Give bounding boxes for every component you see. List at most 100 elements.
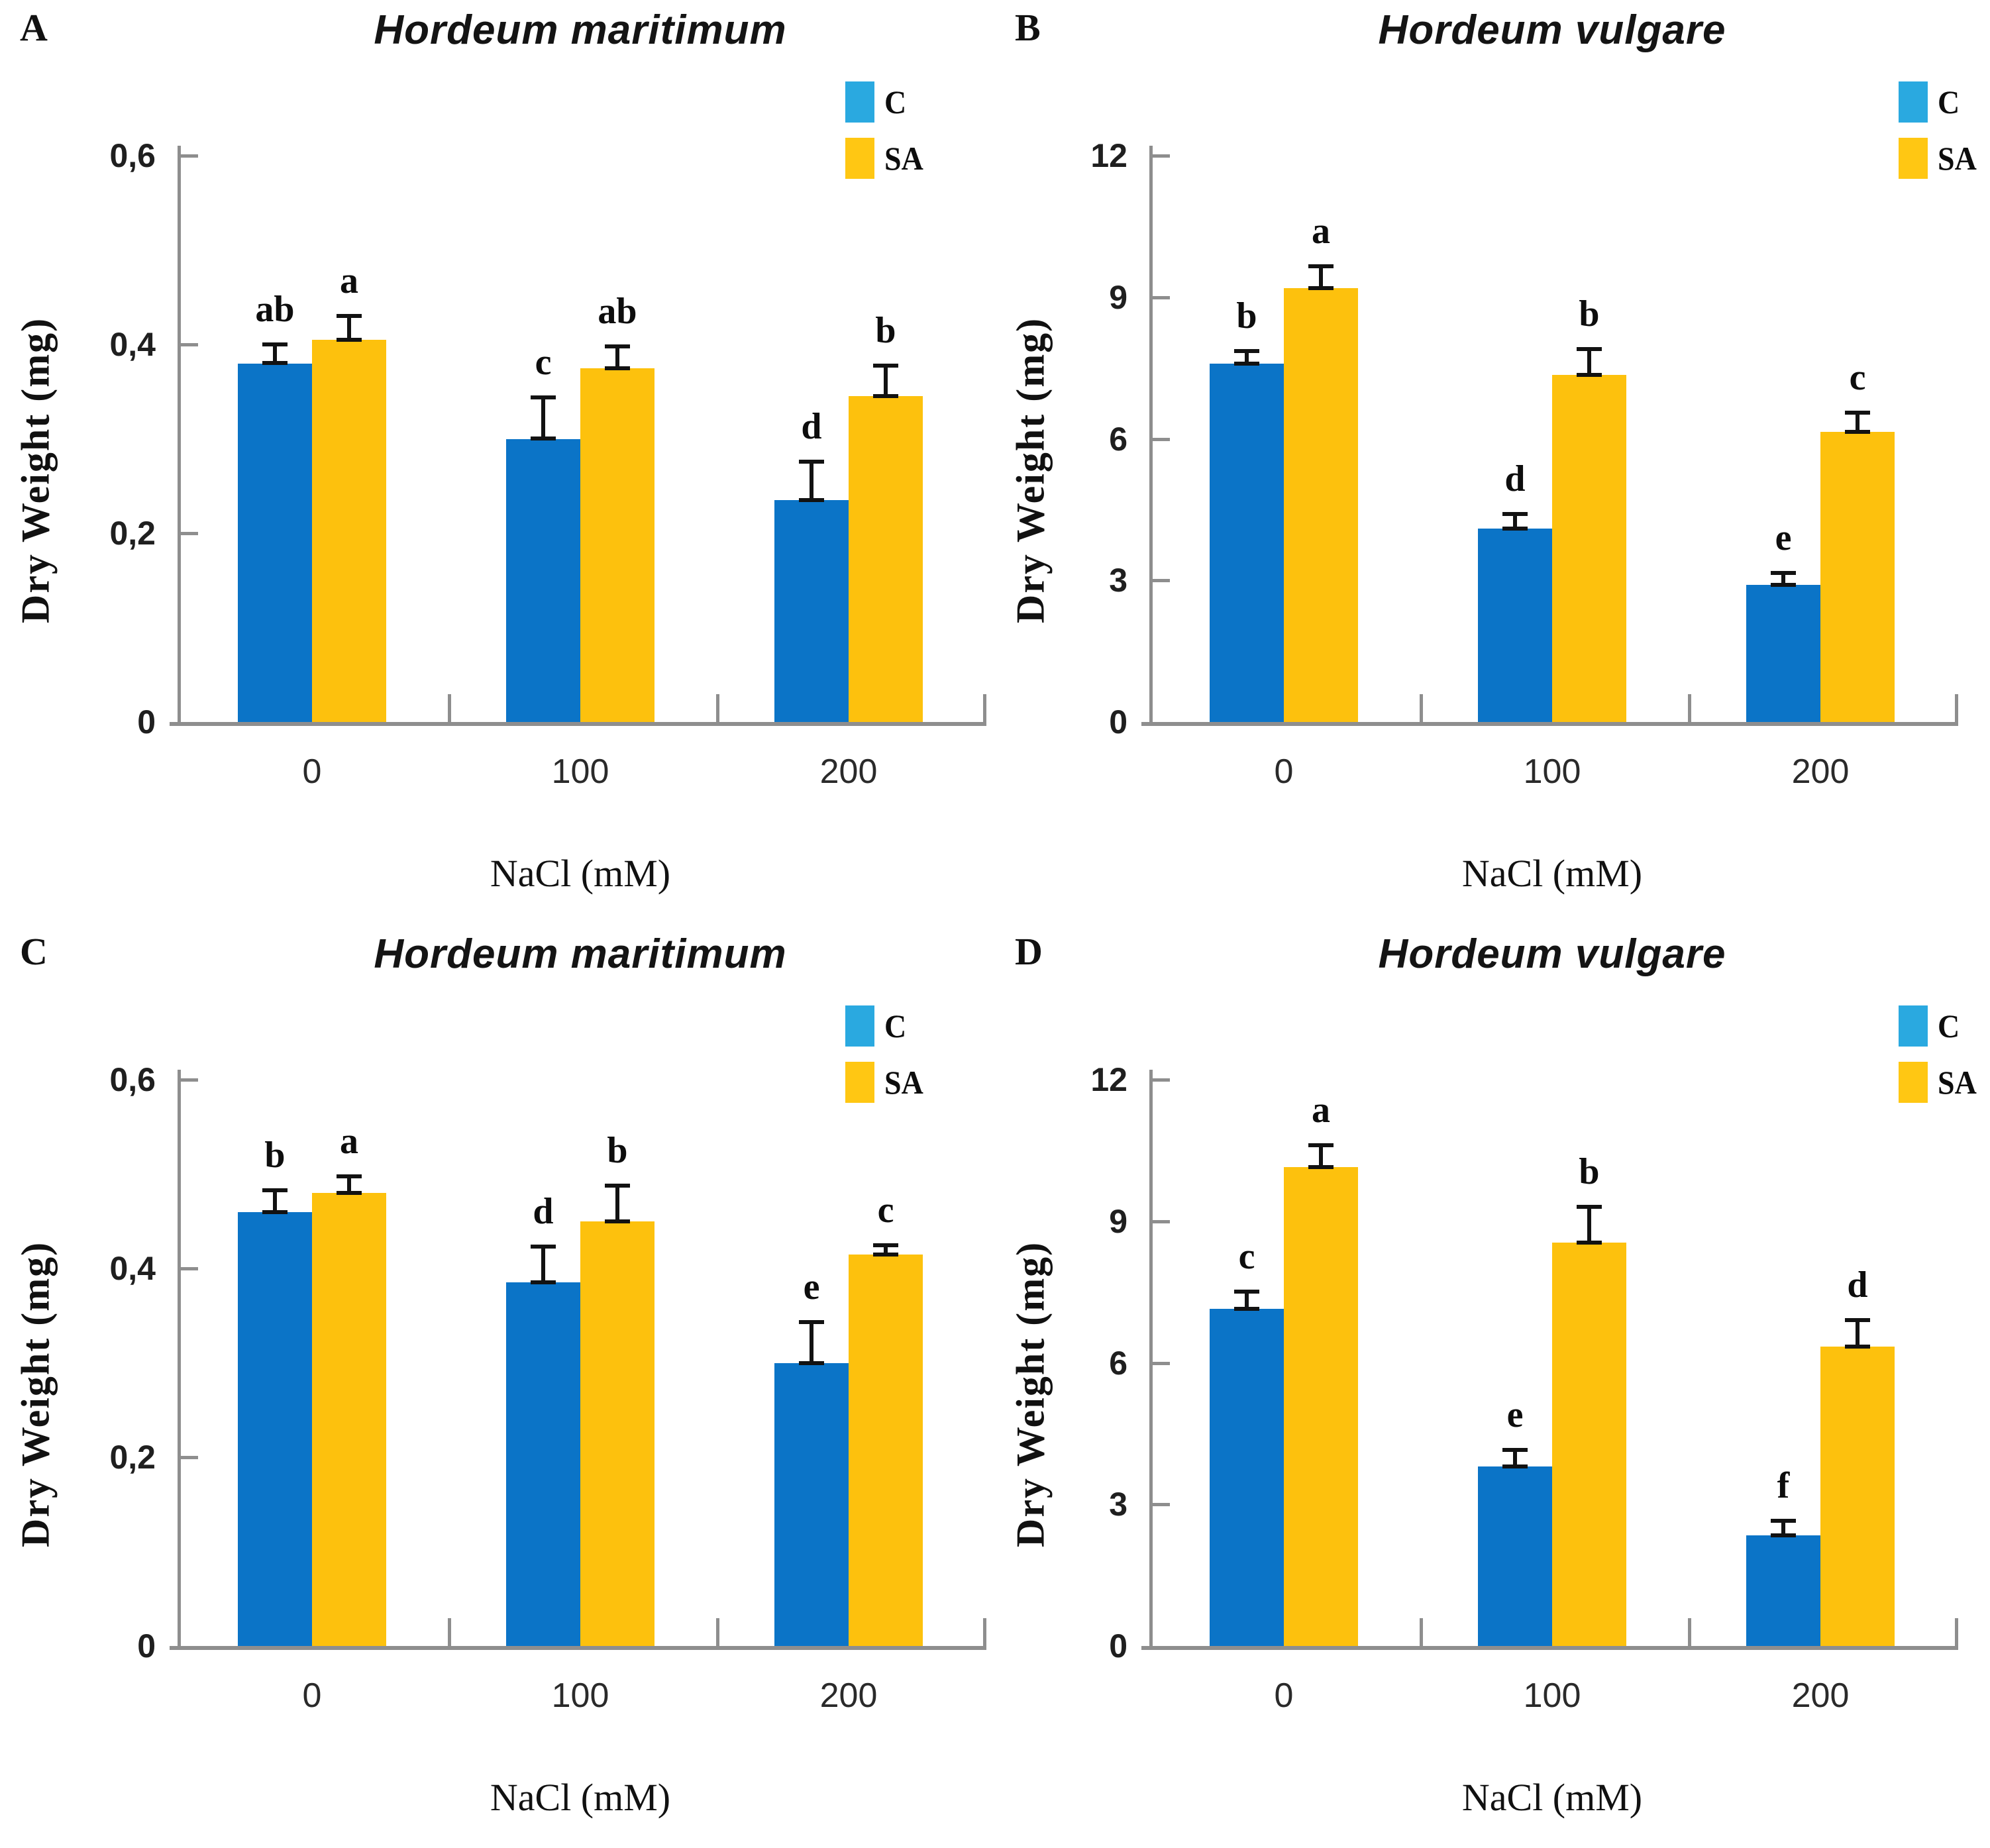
error-bar-c-nacl100	[1502, 511, 1528, 531]
error-bar-cap	[1234, 1290, 1259, 1294]
sig-letter-sa-nacl0: a	[340, 1120, 358, 1162]
y-tick	[1153, 437, 1170, 441]
error-bar-c-nacl0	[262, 1188, 288, 1214]
x-boundary-tick	[1688, 694, 1691, 722]
legend-item-c: C	[845, 81, 927, 123]
y-tick	[181, 1078, 198, 1082]
bar-sa-nacl0	[312, 339, 386, 722]
y-tick-label: 0,2	[109, 1439, 156, 1476]
error-bar-line	[1513, 511, 1517, 529]
y-tick	[1153, 579, 1170, 583]
error-bar-c-nacl100	[531, 395, 556, 441]
bar-c-nacl0	[1210, 1308, 1284, 1646]
error-bar-sa-nacl100	[1577, 1204, 1602, 1245]
legend: C SA	[845, 81, 927, 194]
panel-b: B Hordeum vulgare C SA Dry Weight (mg) 1…	[995, 0, 1990, 924]
sig-letter-sa-nacl0: a	[1312, 210, 1330, 252]
error-bar-cap	[1234, 1306, 1259, 1311]
bar-c-nacl100	[506, 1282, 580, 1646]
sig-letter-c-nacl100: e	[1506, 1394, 1524, 1435]
panel-d: D Hordeum vulgare C SA Dry Weight (mg) 1…	[995, 924, 1990, 1848]
y-tick	[181, 1456, 198, 1459]
error-bar-cap	[1771, 583, 1796, 588]
bar-c-nacl100	[1478, 528, 1552, 722]
panel-letter-c: C	[20, 930, 48, 973]
y-axis-title: Dry Weight (mg)	[13, 317, 58, 624]
legend: C SA	[1899, 1005, 1980, 1118]
error-bar-sa-nacl0	[337, 314, 362, 342]
error-bar-c-nacl200	[799, 1320, 824, 1365]
error-bar-line	[615, 1183, 619, 1221]
bar-c-nacl200	[1746, 1535, 1820, 1646]
error-bar-cap	[337, 1191, 362, 1195]
x-tick-label: 100	[551, 752, 609, 791]
y-tick-label: 0,2	[109, 515, 156, 552]
sig-letter-c-nacl200: e	[803, 1266, 820, 1308]
x-tick-label: 0	[1274, 752, 1294, 791]
panel-title: Hordeum maritimum	[374, 931, 787, 977]
error-bar-cap	[605, 344, 630, 348]
error-bar-sa-nacl0	[1308, 264, 1334, 290]
plot-area: 12 9 6 3 0 0 b a 100 d b 200 e c	[1090, 137, 1958, 791]
y-tick	[1153, 295, 1170, 299]
plot-area: 0,6 0,4 0,2 0 0 b a 100 d b 200 e c	[109, 1061, 986, 1715]
legend-swatch-sa	[1899, 1062, 1928, 1103]
legend: C SA	[1899, 81, 1980, 194]
axis-extension	[170, 1646, 181, 1650]
error-bar-sa-nacl200	[1845, 410, 1870, 434]
y-tick-label: 0	[137, 703, 156, 741]
bar-c-nacl200	[774, 1362, 849, 1646]
y-tick-label: 3	[1109, 1486, 1127, 1523]
y-tick	[1153, 1219, 1170, 1223]
x-tick-label: 200	[1791, 1676, 1850, 1715]
bar-sa-nacl200	[849, 396, 923, 722]
error-bar-sa-nacl100	[605, 344, 630, 370]
error-bar-cap	[605, 1219, 630, 1223]
y-tick-label: 9	[1109, 1202, 1127, 1240]
x-end-tick	[1955, 694, 1958, 722]
panel-letter-d: D	[1015, 930, 1043, 973]
legend-label-sa: SA	[1938, 140, 1977, 177]
error-bar-line	[1587, 1204, 1591, 1243]
y-tick-label: 12	[1090, 1061, 1127, 1098]
y-tick-label: 0,4	[109, 326, 156, 363]
legend-label-c: C	[1938, 1007, 1960, 1045]
sig-letter-sa-nacl200: c	[1849, 356, 1866, 398]
error-bar-c-nacl200	[1771, 571, 1796, 588]
bar-sa-nacl0	[1284, 1166, 1358, 1646]
error-bar-cap	[1577, 1204, 1602, 1209]
error-bar-c-nacl200	[799, 459, 824, 503]
error-bar-line	[615, 344, 619, 368]
legend-item-sa: SA	[845, 138, 927, 179]
error-bar-cap	[873, 1243, 898, 1247]
legend-label-sa: SA	[884, 140, 923, 177]
x-boundary-tick	[716, 694, 719, 722]
legend-item-sa: SA	[845, 1062, 927, 1103]
error-bar-cap	[1577, 373, 1602, 378]
error-bar-line	[1587, 346, 1591, 376]
legend-item-c: C	[845, 1005, 927, 1047]
bar-c-nacl200	[774, 500, 849, 722]
legend-item-sa: SA	[1899, 138, 1980, 179]
y-tick	[181, 1267, 198, 1270]
error-bar-sa-nacl0	[1308, 1143, 1334, 1169]
sig-letter-c-nacl100: d	[1504, 458, 1526, 499]
panel-title: Hordeum vulgare	[1378, 7, 1726, 53]
bar-c-nacl100	[1478, 1466, 1552, 1646]
error-bar-cap	[799, 498, 824, 503]
x-end-tick	[983, 1618, 986, 1646]
bar-c-nacl0	[238, 363, 312, 722]
sig-letter-sa-nacl200: b	[875, 309, 896, 351]
error-bar-line	[273, 1188, 277, 1212]
panel-c: C Hordeum maritimum C SA Dry Weight (mg)…	[0, 924, 995, 1848]
legend-swatch-c	[1899, 1005, 1928, 1047]
error-bar-cap	[1502, 1447, 1528, 1452]
error-bar-cap	[1577, 346, 1602, 351]
plot-area: 0,6 0,4 0,2 0 0 ab a 100 c ab 200 d b	[109, 137, 986, 791]
error-bar-cap	[1771, 1533, 1796, 1537]
bar-c-nacl0	[1210, 363, 1284, 722]
legend-item-sa: SA	[1899, 1062, 1980, 1103]
y-tick-label: 3	[1109, 562, 1127, 599]
sig-letter-c-nacl0: b	[264, 1134, 286, 1176]
axis-extension	[1141, 1646, 1153, 1650]
